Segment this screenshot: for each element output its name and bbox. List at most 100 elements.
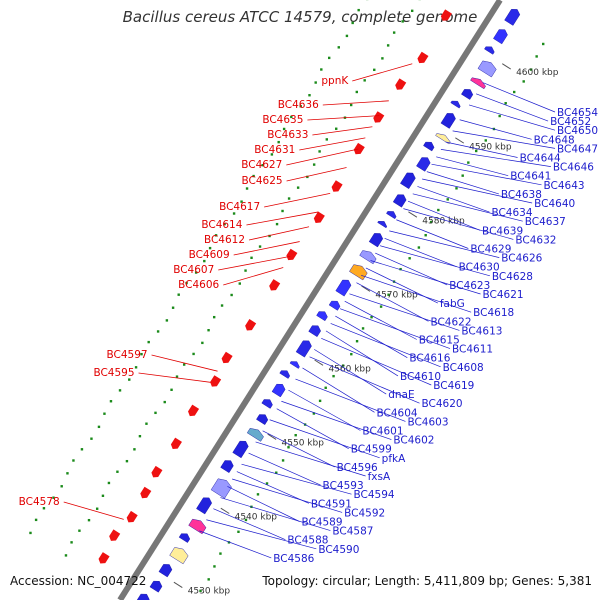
reverse-gene-shape (373, 111, 385, 123)
reverse-gene (170, 437, 182, 450)
track-dot (208, 246, 212, 250)
reverse-gene-shape (126, 510, 138, 523)
label-leader (321, 337, 432, 386)
tick-mark (455, 137, 465, 144)
track-dot (275, 471, 278, 474)
gene-block (477, 60, 497, 78)
gene-block (470, 77, 486, 90)
label-leader (248, 452, 321, 486)
gene-label: fabG (440, 298, 465, 310)
gene-shape (149, 580, 163, 593)
tick-mark (267, 433, 277, 440)
track-dot (287, 197, 291, 200)
track-dot (504, 102, 507, 105)
track-dot (70, 541, 73, 544)
gene-label: BC4626 (501, 253, 542, 265)
track-dot (474, 149, 478, 153)
gene-shape (256, 414, 269, 425)
backbone-line (117, 0, 503, 600)
reverse-gene (98, 552, 110, 564)
gene-block (188, 518, 207, 535)
reverse-gene (286, 248, 298, 261)
gene-shape (450, 100, 461, 109)
gene-block (316, 311, 328, 322)
track-dot (87, 518, 91, 522)
track-dot (357, 8, 360, 12)
gene-block (359, 250, 377, 265)
track-dot (134, 366, 138, 369)
track-dot (320, 68, 323, 71)
track-dot (165, 319, 169, 322)
gene-block (279, 370, 290, 379)
track-dot (80, 448, 84, 451)
label-leader (407, 200, 481, 231)
track-dot (542, 42, 545, 46)
gene-shape (328, 300, 341, 311)
gene-label: BC4625 (241, 175, 282, 187)
gene-label: BC4648 (534, 134, 575, 146)
track-dot (223, 222, 226, 226)
gene-label: BC4593 (323, 480, 364, 492)
track-dot (282, 127, 286, 131)
gene-block (149, 580, 163, 593)
label-leader (426, 171, 499, 195)
gene-label: BC4586 (273, 553, 314, 565)
gene-shape (136, 593, 150, 600)
track-dot (207, 578, 210, 581)
track-dot (52, 496, 55, 499)
track-dot (177, 293, 180, 296)
tick-mark (314, 359, 324, 366)
track-dot (467, 161, 470, 164)
gene-shape (289, 361, 300, 369)
track-dot (97, 425, 101, 429)
gene-block (349, 264, 368, 281)
reverse-gene (269, 279, 281, 291)
track-dot (529, 68, 533, 71)
track-dot (408, 257, 411, 260)
gene-label: BC4639 (482, 225, 523, 237)
track-dot (308, 94, 311, 97)
label-leader (299, 137, 366, 151)
track-dot (345, 34, 349, 38)
reverse-gene (188, 404, 200, 417)
track-dot (213, 565, 216, 568)
gene-label: BC4636 (278, 99, 319, 111)
gene-label: BC4607 (173, 264, 214, 276)
gene-label: BC4616 (409, 353, 450, 365)
gene-block (400, 172, 416, 190)
label-leader (344, 300, 417, 340)
gene-label: BC4631 (254, 144, 295, 156)
track-dot (363, 79, 366, 82)
track-dot (312, 163, 316, 166)
gene-shape (261, 399, 273, 409)
gene-label: BC4601 (362, 426, 403, 438)
gene-shape (316, 311, 328, 322)
gene-label: BC4632 (515, 234, 556, 246)
track-dot (455, 187, 458, 190)
reverse-gene-shape (440, 9, 452, 21)
track-dot (417, 246, 421, 249)
gene-label: BC4618 (473, 307, 514, 319)
track-dot (410, 9, 414, 13)
reverse-gene-shape (151, 465, 163, 478)
gene-label: BC4628 (492, 271, 533, 283)
track-dot (361, 327, 365, 330)
gene-block (220, 460, 234, 474)
gene-block (261, 399, 273, 409)
track-dot (118, 389, 122, 392)
gene-label: BC4621 (483, 289, 524, 301)
gene-label: BC4627 (241, 159, 282, 171)
label-leader (223, 267, 284, 286)
label-leader (352, 63, 413, 82)
gene-shape (158, 564, 173, 578)
gene-block (158, 564, 173, 578)
label-leader (375, 252, 448, 286)
track-dot (535, 55, 538, 58)
track-dot (349, 103, 353, 107)
track-dot (29, 531, 32, 535)
track-dot (275, 222, 279, 226)
track-dot (171, 306, 175, 309)
label-leader (236, 471, 309, 504)
reverse-gene-shape (313, 211, 325, 223)
